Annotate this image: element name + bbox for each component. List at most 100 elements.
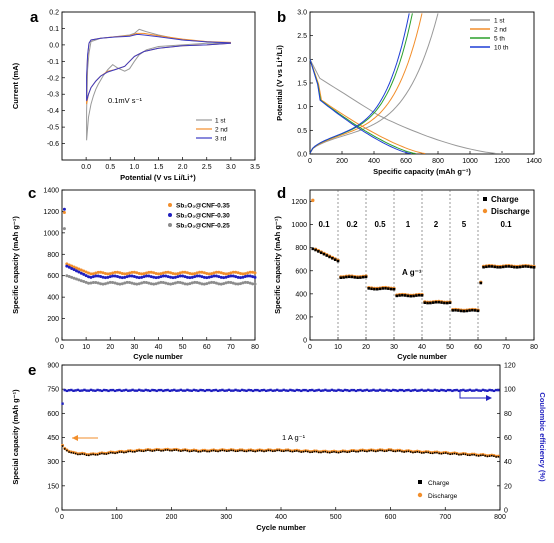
rate-label-4: 2 — [434, 220, 439, 229]
charge-point-e-745 — [469, 454, 471, 457]
ce-point-e-797 — [497, 388, 500, 392]
point-c-2-14 — [94, 280, 98, 284]
charge-point-e-453 — [309, 451, 311, 454]
legend-label-c-1: Sb₂O₃@CNF-0.30 — [176, 213, 230, 220]
point-c-1-42 — [161, 274, 165, 278]
point-c-0-21 — [111, 271, 115, 275]
ylabel-b: Potential (V vs Li⁺/Li) — [275, 45, 284, 121]
point-c-2-10 — [84, 280, 88, 284]
ce-point-e-721 — [455, 388, 458, 392]
ce-point-e-617 — [398, 388, 402, 392]
charge-point-e-237 — [190, 450, 193, 452]
point-c-0-78 — [248, 270, 252, 274]
charge-point-e-433 — [298, 450, 300, 453]
charge-point-e-329 — [241, 449, 243, 452]
ce-point-e-641 — [411, 389, 415, 392]
charge-point-e-785 — [490, 454, 493, 457]
ce-point-e-121 — [127, 389, 130, 392]
point-c-0-7 — [77, 267, 81, 271]
charge-point-e-553 — [363, 450, 366, 453]
ce-point-e-477 — [321, 389, 325, 392]
charge-point-d-29 — [389, 287, 393, 291]
point-c-0-52 — [185, 271, 189, 275]
panel-a: a 0.0 0.5 1.0 1.5 2.0 2.5 3.0 3.5 -0.6 -0.5 -0.4 -0… — [11, 9, 260, 182]
point-c-0-50 — [181, 270, 185, 274]
ce-point-e-781 — [488, 388, 491, 392]
charge-point-e-85 — [107, 452, 110, 455]
panel-c: c 0 10 20 30 40 50 60 70 80020040060080010001200… — [11, 185, 259, 361]
charge-point-e-749 — [471, 453, 473, 456]
charge-point-e-61 — [94, 453, 97, 456]
ce-point-e-573 — [374, 389, 377, 392]
charge-point-d-4 — [319, 251, 323, 255]
point-c-1-10 — [84, 274, 88, 278]
charge-point-e-449 — [307, 450, 309, 453]
point-c-1-40 — [157, 275, 160, 279]
ce-point-e-177 — [157, 388, 161, 392]
point-c-1-57 — [198, 274, 202, 278]
xlabel-c: Cycle number — [133, 352, 183, 361]
charge-point-e-93 — [112, 452, 114, 454]
efficiency-axis-arrow-line — [459, 390, 490, 399]
legend-label-b-3: 10 th — [494, 45, 509, 52]
ce-point-e-289 — [219, 389, 222, 392]
discharge-curve-0 — [309, 59, 506, 154]
charge-point-d-54 — [459, 309, 463, 313]
cv-curve-1st — [86, 28, 231, 141]
y-tick-label-a-7: 0.1 — [49, 26, 59, 33]
point-c-0-24 — [118, 271, 122, 275]
y-tick-label-b-0: 0.0 — [297, 152, 307, 159]
point-c-2-75 — [241, 281, 245, 285]
charge-point-e-421 — [291, 450, 294, 453]
point-c-2-70 — [229, 281, 233, 285]
charge-point-e-601 — [390, 449, 392, 452]
y-right-tick-label-e-4: 80 — [504, 411, 512, 418]
y-tick-label-b-3: 1.5 — [297, 81, 307, 88]
point-c-1-44 — [166, 275, 170, 279]
charge-point-e-305 — [228, 450, 230, 452]
ce-point-e-661 — [422, 389, 426, 392]
charge-point-e-173 — [155, 449, 158, 451]
ce-point-e-337 — [245, 389, 248, 393]
point-c-0-75 — [241, 272, 245, 276]
ce-point-e-101 — [116, 389, 119, 392]
point-c-2-51 — [183, 282, 187, 286]
point-c-1-29 — [130, 274, 134, 278]
point-c-1-53 — [188, 276, 192, 280]
point-c-0-1 — [62, 211, 66, 214]
charge-point-e-105 — [118, 451, 121, 453]
ce-point-e-173 — [155, 389, 158, 393]
ce-point-e-465 — [315, 389, 318, 392]
charge-point-e-589 — [383, 450, 386, 453]
ce-point-e-545 — [359, 388, 362, 392]
charge-point-e-689 — [438, 452, 441, 455]
charge-point-d-36 — [409, 294, 413, 298]
point-c-0-69 — [226, 272, 230, 276]
point-c-1-79 — [251, 275, 255, 279]
rate-label-6: 0.1 — [500, 220, 512, 229]
ce-point-e-405 — [282, 388, 285, 392]
x-tick-label-a-6: 3.0 — [226, 164, 236, 171]
ce-point-e-181 — [159, 388, 163, 392]
charge-point-e-461 — [313, 450, 316, 453]
x-tick-label-c-7: 70 — [227, 344, 235, 351]
ce-point-e-473 — [319, 389, 323, 392]
point-c-0-34 — [142, 272, 146, 276]
charge-point-e-789 — [493, 455, 495, 458]
point-c-0-76 — [243, 272, 247, 276]
charge-point-e-233 — [188, 450, 191, 453]
point-c-2-71 — [231, 281, 235, 285]
point-c-1-3 — [67, 265, 71, 269]
ce-point-e-313 — [232, 389, 235, 392]
charge-point-e-273 — [210, 450, 213, 452]
point-c-2-59 — [202, 282, 206, 286]
point-c-1-50 — [181, 274, 185, 278]
charge-point-d-80 — [532, 266, 536, 269]
ce-point-e-625 — [402, 389, 406, 393]
charge-point-e-617 — [399, 450, 401, 452]
point-c-1-47 — [173, 275, 177, 279]
ce-point-e-117 — [124, 388, 128, 392]
x-tick-label-c-3: 30 — [130, 344, 138, 351]
charge-point-d-41 — [423, 301, 427, 304]
x-tick-label-b-3: 600 — [400, 158, 412, 165]
